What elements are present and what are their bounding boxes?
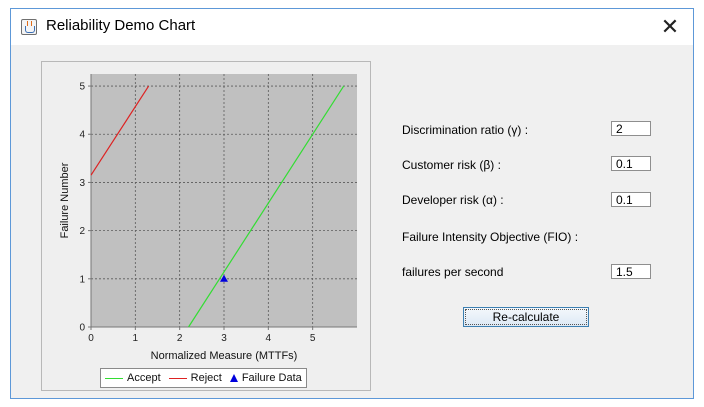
y-axis-label: Failure Number [59, 162, 71, 238]
plot-area [91, 74, 357, 327]
chart-panel: 0 1 2 3 4 5 0 1 2 3 4 5 Normalized Measure (MTTFs) Fa… [41, 61, 371, 391]
legend-item-failure-data: Failure Data [229, 372, 302, 384]
y-tick-label: 3 [79, 178, 85, 189]
failures-per-second-input[interactable] [611, 264, 651, 279]
x-tick-label: 0 [88, 333, 94, 344]
y-tick-label: 5 [79, 82, 85, 93]
y-tick-label: 2 [79, 226, 85, 237]
x-tick-label: 4 [266, 333, 272, 344]
legend-label-accept: Accept [127, 372, 161, 384]
legend-item-reject: Reject [168, 372, 222, 384]
app-window: Reliability Demo Chart ✕ 0 1 2 3 4 5 0 1 2 3 4 5 Nor… [10, 8, 694, 399]
chart-legend: Accept Reject Failure Data [100, 368, 307, 388]
chart-svg: 0 1 2 3 4 5 0 1 2 3 4 5 Normalized Measure (MTTFs) Fa… [59, 74, 357, 362]
reject-swatch [168, 377, 187, 379]
series-line-reject [90, 85, 150, 176]
x-tick-label: 2 [177, 333, 183, 344]
discrimination-ratio-input[interactable] [611, 121, 651, 136]
recalculate-button[interactable]: Re-calculate [463, 307, 589, 327]
title-bar[interactable]: Reliability Demo Chart ✕ [11, 9, 693, 45]
java-cup-icon [21, 19, 37, 35]
fio-label: Failure Intensity Objective (FIO) : [402, 230, 579, 244]
window-title: Reliability Demo Chart [46, 17, 196, 34]
x-tick-label: 3 [221, 333, 227, 344]
accept-swatch [105, 377, 123, 379]
discrimination-ratio-label: Discrimination ratio (γ) : [402, 123, 529, 137]
legend-label-failure-data: Failure Data [241, 372, 302, 384]
data-point-failure-data [220, 274, 228, 282]
developer-risk-input[interactable] [611, 192, 651, 207]
x-tick-label: 1 [133, 333, 139, 344]
x-axis-label: Normalized Measure (MTTFs) [151, 350, 298, 362]
series-line-accept [188, 85, 345, 328]
y-tick-label: 4 [79, 130, 85, 141]
customer-risk-input[interactable] [611, 156, 651, 171]
legend-item-accept: Accept [105, 372, 161, 384]
triangle-marker-icon [229, 374, 238, 382]
y-tick-label: 1 [79, 274, 85, 285]
legend-label-reject: Reject [190, 372, 222, 384]
close-button[interactable]: ✕ [660, 14, 680, 39]
developer-risk-label: Developer risk (α) : [402, 193, 504, 207]
customer-risk-label: Customer risk (β) : [402, 158, 501, 172]
x-tick-label: 5 [310, 333, 316, 344]
y-tick-label: 0 [79, 323, 85, 334]
failures-per-second-label: failures per second [402, 265, 504, 279]
